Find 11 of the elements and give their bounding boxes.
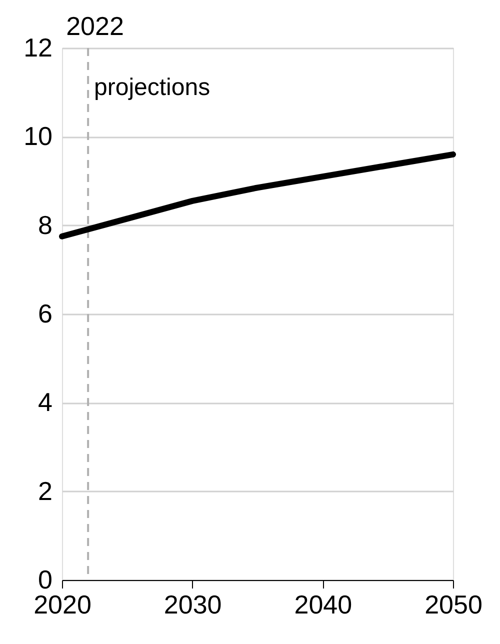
x-tick-label: 2050 xyxy=(424,590,482,620)
y-tick-label: 12 xyxy=(24,32,52,62)
ref-line-label: 2022 xyxy=(66,11,124,41)
y-tick-label: 10 xyxy=(24,121,52,152)
x-tick-label: 2040 xyxy=(294,590,352,620)
x-tick-label: 2030 xyxy=(164,590,222,620)
y-tick-label: 8 xyxy=(38,210,52,240)
y-tick-label: 2 xyxy=(38,476,52,506)
annotation: projections xyxy=(94,74,210,101)
y-tick-label: 4 xyxy=(38,387,52,418)
y-tick-label: 6 xyxy=(38,298,52,328)
